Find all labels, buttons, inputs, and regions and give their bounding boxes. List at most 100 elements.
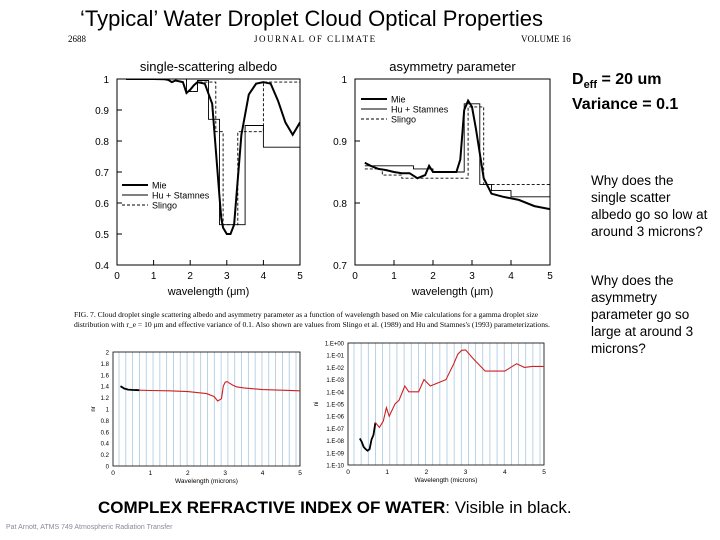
x-tick-label: 2 [425,469,429,476]
y-tick-label: 1.E-05 [326,403,344,409]
series-line-slingo [126,79,300,226]
y-tick-label: 0.2 [101,453,110,459]
x-tick-label: 5 [542,469,546,476]
y-tick-label: 1.E+00 [325,342,345,348]
series-line-mie [126,79,300,235]
series-line-red [374,349,544,429]
series-line-hu-stamnes [364,103,550,198]
x-tick-label: 1 [385,469,389,476]
x-tick-label: 3 [464,469,468,476]
slide-title: ‘Typical’ Water Droplet Cloud Optical Pr… [80,6,543,31]
x-tick-label: 0 [111,470,115,477]
legend-label: Mie [391,95,406,105]
y-tick-label: 1.E-09 [326,451,344,457]
x-tick-label: 3 [223,470,227,477]
series-line-red [120,380,301,402]
y-tick-label: 1.E-08 [326,439,344,445]
y-tick-label: 0.8 [333,199,347,210]
x-tick-label: 5 [298,470,302,477]
y-tick-label: 1 [106,408,110,414]
y-tick-label: 1.E-01 [326,354,344,360]
x-tick-label: 4 [503,469,507,476]
x-tick-label: 4 [261,271,267,282]
bottom-heading: COMPLEX REFRACTIVE INDEX OF WATER: Visib… [98,498,572,517]
y-tick-label: 0.4 [95,261,109,272]
x-axis-label: Wavelength (microns) [175,478,238,485]
plot-frame [112,351,301,467]
y-tick-label: 1.4 [101,385,110,391]
effective-diameter-label: Deff = 20 um [572,71,662,92]
x-axis-label: wavelength (μm) [167,286,250,298]
droplet-parameters: Deff = 20 um Variance = 0.1 [572,70,678,115]
y-tick-label: 1.E-03 [326,378,344,384]
series-line-slingo [364,106,550,185]
journal-volume: VOLUME 16 [521,34,571,44]
y-tick-label: 0.7 [333,261,347,272]
y-tick-label: 0 [106,465,110,471]
x-tick-label: 0 [114,271,120,282]
x-tick-label: 5 [297,271,303,282]
x-tick-label: 2 [187,271,193,282]
x-axis-label: Wavelength (microns) [415,477,478,484]
variance-label: Variance = 0.1 [572,96,679,114]
y-tick-label: 0.6 [101,430,110,436]
x-tick-label: 2 [430,271,436,282]
y-tick-label: 0.5 [95,230,109,241]
series-line-black [120,385,140,392]
y-tick-label: 1.8 [101,362,110,368]
plot-frame [347,342,545,466]
chart-title: single-scattering albedo [140,59,277,74]
y-tick-label: 1.E-06 [326,415,344,421]
y-tick-label: 0.6 [95,199,109,210]
x-axis-label: wavelength (μm) [411,286,494,298]
x-tick-label: 2 [186,470,190,477]
imaginary-refractive-index-chart: 0 1 2 3 4 5 1.E-10 1.E-09 1.E-08 1.E-07 1.E-06 1.E-… [314,342,546,485]
y-tick-label: 0.8 [95,137,109,148]
x-tick-label: 1 [151,271,157,282]
y-tick-label: 1.E-07 [326,427,344,433]
x-tick-label: 4 [508,271,514,282]
y-tick-label: 1 [103,75,109,86]
series-line-hu-stamnes [126,79,300,226]
legend-label: Hu + Stamnes [391,105,449,115]
y-tick-label: 2 [106,351,110,357]
y-tick-label: 0.9 [333,137,347,148]
figure-caption: FIG. 7. Cloud droplet single scattering … [74,310,550,329]
series-line-black [359,422,377,452]
plot-frame [354,78,551,266]
x-tick-label: 1 [149,470,153,477]
y-tick-label: 0.7 [95,168,109,179]
y-tick-label: 1.E-10 [326,464,344,470]
asymmetry-parameter-chart: asymmetry parameter 0 1 2 3 4 5 0.7 0.8 0.9 1 wavel… [333,59,553,298]
y-tick-label: 1 [341,75,347,86]
y-tick-label: 0.4 [101,442,110,448]
single-scattering-albedo-chart: single-scattering albedo 0 1 2 3 4 5 0.4 0.5 0.6 0… [95,59,303,298]
question-albedo: Why does the single scatter albedo go so… [591,173,708,239]
y-axis-label: ni [314,402,320,407]
legend-label: Hu + Stamnes [152,191,210,201]
y-tick-label: 1.6 [101,373,110,379]
x-tick-label: 5 [547,271,553,282]
journal-page-number: 2688 [68,34,86,44]
x-tick-label: 1 [391,271,397,282]
x-tick-label: 0 [346,469,350,476]
x-tick-label: 4 [261,470,265,477]
x-tick-label: 3 [224,271,230,282]
journal-name: JOURNAL OF CLIMATE [254,34,377,44]
chart-title: asymmetry parameter [389,59,516,74]
y-tick-label: 1.2 [101,396,110,402]
x-tick-label: 3 [469,271,475,282]
y-axis-label: nr [91,406,97,411]
legend-label: Slingo [152,201,177,211]
legend-label: Slingo [391,115,416,125]
journal-header: 2688 JOURNAL OF CLIMATE VOLUME 16 [68,34,571,48]
x-tick-label: 0 [352,271,358,282]
y-tick-label: 1.E-04 [326,390,344,396]
real-refractive-index-chart: 0 1 2 3 4 500.20.40.60.811.21.41.61.82Wavelen… [91,351,302,486]
y-tick-label: 0.9 [95,106,109,117]
y-tick-label: 1.E-02 [326,366,344,372]
question-asymmetry: Why does the asymmetry parameter go so l… [591,273,694,356]
y-tick-label: 0.8 [101,419,110,425]
footer-credit: Pat Arnott, ATMS 749 Atmospheric Radiati… [6,524,173,531]
legend-label: Mie [152,181,167,191]
